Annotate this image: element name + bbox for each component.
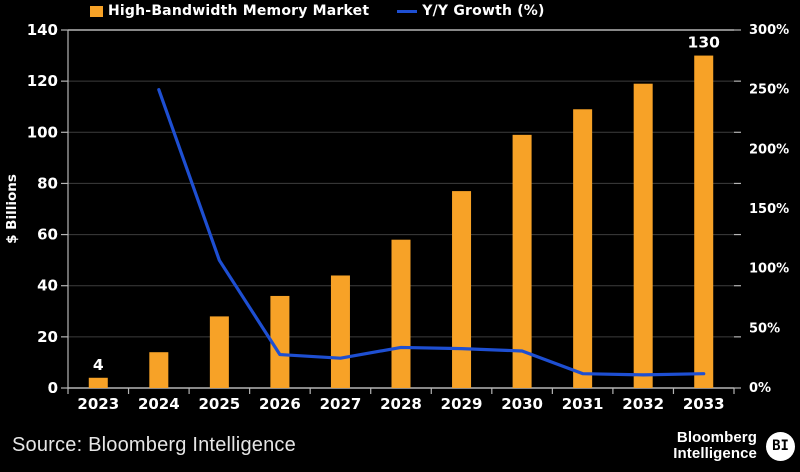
svg-text:4: 4 — [93, 356, 104, 374]
brand-line-1: Bloomberg — [676, 429, 757, 446]
svg-text:2024: 2024 — [138, 395, 180, 413]
svg-text:80: 80 — [37, 174, 58, 192]
svg-text:200%: 200% — [749, 142, 789, 157]
svg-text:50%: 50% — [749, 321, 780, 336]
svg-text:2028: 2028 — [380, 395, 422, 413]
bar-series-swatch-icon — [90, 5, 103, 17]
svg-text:2031: 2031 — [562, 395, 604, 413]
chart-legend: High-Bandwidth Memory Market Y/Y Growth … — [90, 3, 545, 19]
svg-text:300%: 300% — [749, 23, 789, 38]
bi-logo-badge: BI — [766, 431, 795, 461]
svg-text:150%: 150% — [749, 202, 789, 217]
svg-text:140: 140 — [27, 21, 58, 39]
svg-text:2029: 2029 — [441, 395, 483, 413]
bloomberg-intelligence-logo: Bloomberg Intelligence BI — [673, 430, 795, 462]
svg-text:250%: 250% — [749, 83, 789, 98]
svg-text:2027: 2027 — [320, 395, 362, 413]
svg-text:130: 130 — [688, 34, 721, 52]
brand-line-2: Intelligence — [673, 445, 757, 462]
legend-label-memory-market: High-Bandwidth Memory Market — [108, 3, 370, 19]
svg-text:40: 40 — [37, 277, 58, 295]
svg-text:2033: 2033 — [683, 395, 725, 413]
line-series-swatch-icon — [397, 9, 418, 13]
svg-text:20: 20 — [37, 328, 58, 346]
svg-text:120: 120 — [27, 72, 58, 90]
svg-text:2023: 2023 — [77, 395, 119, 413]
svg-text:100: 100 — [27, 123, 58, 141]
svg-text:2025: 2025 — [198, 395, 240, 413]
chart-plot-area: 140 120 100 80 60 40 20 0 300% 250% 200% 150% 100% 50… — [4, 21, 789, 413]
legend-item-memory-market: High-Bandwidth Memory Market — [90, 3, 369, 19]
svg-text:$ Billions: $ Billions — [4, 174, 20, 244]
legend-label-yy-growth: Y/Y Growth (%) — [422, 3, 545, 19]
svg-text:60: 60 — [37, 226, 58, 244]
svg-text:100%: 100% — [749, 262, 789, 277]
legend-item-yy-growth: Y/Y Growth (%) — [397, 3, 544, 19]
bloomberg-intelligence-wordmark: Bloomberg Intelligence — [673, 430, 757, 462]
svg-text:2030: 2030 — [501, 395, 543, 413]
source-attribution: Source: Bloomberg Intelligence — [12, 434, 296, 456]
svg-text:2026: 2026 — [259, 395, 301, 413]
svg-text:0%: 0% — [749, 381, 771, 396]
svg-text:2032: 2032 — [622, 395, 664, 413]
svg-text:0: 0 — [48, 379, 58, 397]
